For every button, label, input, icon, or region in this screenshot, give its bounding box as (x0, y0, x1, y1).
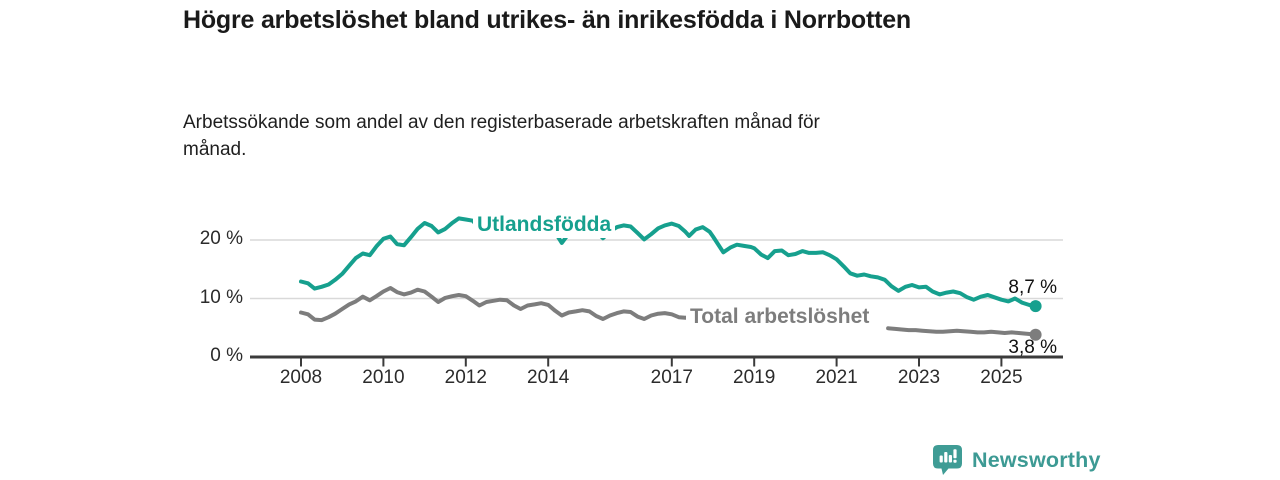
series-line-1 (886, 326, 1038, 337)
chart-subtitle: Arbetssökande som andel av den registerb… (183, 112, 820, 160)
x-tick-label: 2010 (362, 367, 405, 388)
series-line-1 (299, 286, 695, 323)
series-end-dot-0 (1029, 300, 1042, 313)
x-tick-label: 2023 (897, 367, 941, 388)
end-value-label-total: 3,8 % (1008, 337, 1057, 358)
x-tick-label: 2008 (279, 367, 323, 388)
series-label-utlandsfodda: Utlandsfödda (473, 211, 616, 238)
x-tick-label: 2014 (527, 367, 570, 388)
chart-title: Högre arbetslöshet bland utrikes- än inr… (183, 6, 911, 34)
series-line-0 (299, 216, 1038, 309)
y-tick-label: 0 % (210, 345, 243, 366)
y-tick-label: 20 % (199, 228, 243, 249)
x-tick-label: 2019 (733, 367, 776, 388)
end-value-label-utlandsfodda: 8,7 % (1008, 277, 1057, 298)
x-tick-label: 2012 (444, 367, 487, 388)
x-tick-label: 2021 (815, 367, 858, 388)
x-tick-label: 2017 (650, 367, 693, 388)
newsworthy-logo: Newsworthy (933, 444, 1101, 476)
series-label-total-arbetsloshet: Total arbetslöshet (686, 303, 874, 330)
y-tick-label: 10 % (199, 286, 243, 308)
newsworthy-logo-text: Newsworthy (972, 447, 1101, 472)
newsworthy-logo-icon (933, 445, 962, 475)
x-tick-label: 2025 (980, 367, 1023, 388)
series-end-dot-1 (1029, 328, 1042, 341)
